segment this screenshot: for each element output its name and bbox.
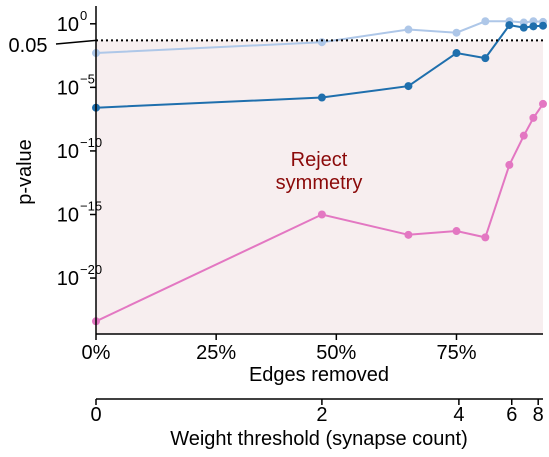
y-tick-label-0: 10	[57, 14, 79, 36]
reject-label-line1: Reject	[291, 149, 348, 171]
series-2-point-2	[404, 230, 413, 239]
series-0-point-3	[452, 28, 461, 37]
y-tick-label-3: 10	[57, 204, 79, 226]
series-2-point-7	[529, 113, 538, 122]
y-tick-label-4: 10	[57, 268, 79, 290]
secondary-tick-label-0: 0	[90, 404, 101, 426]
series-2-point-4	[481, 233, 490, 242]
series-layer	[92, 17, 547, 326]
series-0-point-4	[481, 17, 490, 26]
series-1-point-4	[481, 54, 490, 63]
x-tick-label-1: 25%	[196, 342, 236, 364]
reject-label-line2: symmetry	[276, 172, 363, 194]
series-1-point-1	[317, 93, 326, 102]
series-1-point-7	[529, 22, 538, 31]
threshold-leader	[55, 39, 97, 45]
x-tick-label-2: 50%	[316, 342, 356, 364]
y-tick-exponent-3: −15	[80, 198, 102, 213]
series-1-point-6	[519, 23, 528, 32]
threshold-label: 0.05	[9, 35, 48, 57]
secondary-tick-label-2: 4	[453, 404, 464, 426]
x-tick-group: 0% 25% 50% 75%	[82, 334, 477, 364]
x-tick-label-0: 0%	[82, 342, 111, 364]
series-1-point-3	[452, 49, 461, 58]
series-1-point-5	[505, 21, 514, 30]
y-tick-exponent-2: −10	[80, 135, 102, 150]
y-tick-exponent-0: 0	[80, 8, 87, 23]
y-axis-label: p-value	[14, 139, 36, 205]
series-2-point-3	[452, 227, 461, 236]
series-0-point-1	[317, 38, 326, 47]
series-2-point-1	[317, 210, 326, 219]
series-2-point-5	[505, 160, 514, 169]
series-0-point-2	[404, 25, 413, 34]
series-1-point-8	[539, 21, 547, 30]
y-tick-exponent-1: −5	[80, 71, 95, 86]
y-tick-label-1: 10	[57, 77, 79, 99]
secondary-tick-label-4: 8	[533, 404, 544, 426]
series-1-point-2	[404, 82, 413, 91]
secondary-tick-label-1: 2	[316, 404, 327, 426]
y-tick-label-2: 10	[57, 141, 79, 163]
x-axis-label: Edges removed	[249, 364, 389, 386]
secondary-tick-label-3: 6	[506, 404, 517, 426]
series-2-point-6	[519, 131, 528, 140]
y-tick-exponent-4: −20	[80, 262, 102, 277]
x-tick-label-3: 75%	[436, 342, 476, 364]
series-2-point-8	[539, 99, 547, 108]
secondary-axis-label: Weight threshold (synapse count)	[170, 428, 468, 450]
